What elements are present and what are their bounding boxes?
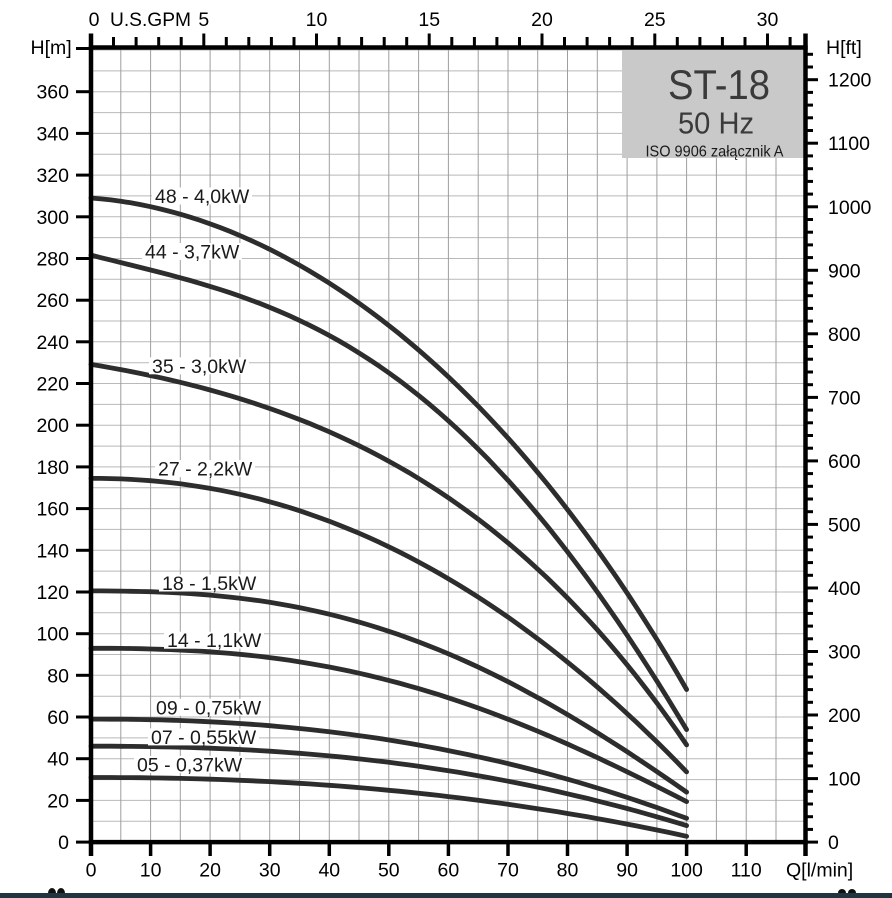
svg-text:50: 50 [378, 860, 400, 882]
svg-text:0: 0 [86, 860, 97, 882]
svg-text:400: 400 [828, 578, 861, 600]
svg-text:0: 0 [89, 9, 100, 31]
svg-text:200: 200 [36, 415, 69, 437]
svg-text:900: 900 [828, 260, 861, 282]
svg-text:10: 10 [306, 9, 328, 31]
svg-text:20: 20 [531, 9, 553, 31]
svg-text:50 Hz: 50 Hz [678, 106, 754, 141]
svg-text:5: 5 [198, 9, 209, 31]
svg-text:1100: 1100 [828, 133, 870, 155]
svg-text:30: 30 [259, 860, 281, 882]
svg-text:14 - 1,1kW: 14 - 1,1kW [167, 630, 262, 652]
svg-text:07 - 0,55kW: 07 - 0,55kW [151, 727, 257, 749]
svg-text:100: 100 [828, 769, 861, 791]
svg-text:10: 10 [140, 860, 162, 882]
svg-text:35 - 3,0kW: 35 - 3,0kW [152, 356, 247, 378]
svg-text:H[m]: H[m] [31, 37, 72, 59]
svg-text:200: 200 [828, 705, 861, 727]
svg-text:240: 240 [36, 332, 69, 354]
svg-text:40: 40 [318, 860, 340, 882]
svg-text:30: 30 [757, 9, 779, 31]
svg-text:500: 500 [828, 514, 861, 536]
svg-text:ISO 9906 załącznik A: ISO 9906 załącznik A [646, 144, 784, 161]
svg-text:20: 20 [47, 790, 69, 812]
svg-text:0: 0 [828, 832, 839, 854]
svg-text:U.S.GPM: U.S.GPM [110, 9, 191, 31]
svg-text:1000: 1000 [828, 197, 872, 219]
svg-text:280: 280 [36, 249, 69, 271]
svg-text:90: 90 [616, 860, 638, 882]
svg-text:18 - 1,5kW: 18 - 1,5kW [162, 573, 257, 595]
svg-text:80: 80 [47, 665, 69, 687]
svg-text:ST-18: ST-18 [668, 61, 770, 108]
svg-text:60: 60 [47, 707, 69, 729]
svg-text:1200: 1200 [828, 70, 872, 92]
svg-text:220: 220 [36, 374, 69, 396]
svg-text:340: 340 [36, 123, 69, 145]
svg-text:260: 260 [36, 290, 69, 312]
svg-text:800: 800 [828, 324, 861, 346]
svg-text:160: 160 [36, 499, 69, 521]
svg-text:15: 15 [418, 9, 440, 31]
svg-text:Q[l/min]: Q[l/min] [786, 860, 853, 882]
svg-text:300: 300 [828, 642, 861, 664]
svg-text:120: 120 [36, 582, 69, 604]
svg-text:700: 700 [828, 387, 861, 409]
svg-text:44 - 3,7kW: 44 - 3,7kW [145, 242, 240, 264]
svg-text:600: 600 [828, 451, 861, 473]
svg-text:100: 100 [36, 624, 69, 646]
svg-text:48 - 4,0kW: 48 - 4,0kW [155, 186, 250, 208]
svg-text:300: 300 [36, 207, 69, 229]
svg-text:80: 80 [557, 860, 579, 882]
svg-text:05 - 0,37kW: 05 - 0,37kW [137, 754, 243, 776]
svg-text:110: 110 [731, 860, 762, 882]
svg-text:09 - 0,75kW: 09 - 0,75kW [156, 697, 262, 719]
svg-text:100: 100 [670, 860, 703, 882]
svg-text:25: 25 [644, 9, 666, 31]
svg-text:27 - 2,2kW: 27 - 2,2kW [158, 459, 253, 481]
svg-text:H[ft]: H[ft] [826, 37, 862, 59]
svg-text:320: 320 [36, 165, 69, 187]
svg-text:0: 0 [58, 832, 69, 854]
svg-text:60: 60 [438, 860, 460, 882]
svg-text:20: 20 [199, 860, 221, 882]
svg-text:40: 40 [47, 749, 69, 771]
svg-text:360: 360 [36, 82, 69, 104]
svg-text:180: 180 [36, 457, 69, 479]
svg-text:70: 70 [497, 860, 519, 882]
svg-text:140: 140 [36, 540, 69, 562]
